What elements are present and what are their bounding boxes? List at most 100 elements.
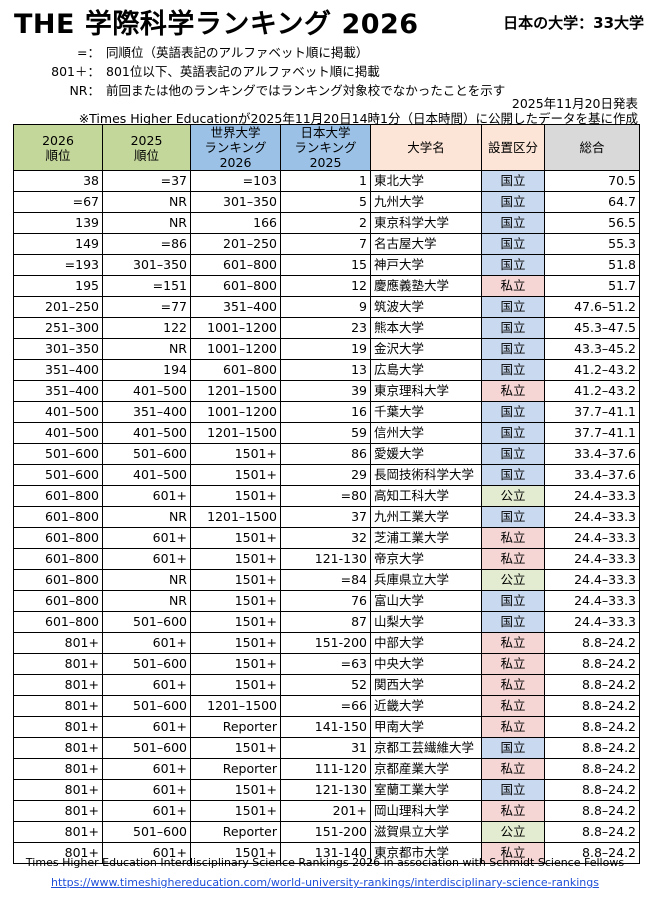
legend-text: 前回または他のランキングではランキング対象校でなかったことを示す: [106, 83, 506, 98]
rank-2026-cell: 149: [13, 233, 103, 255]
category-cell: 国立: [481, 191, 545, 213]
world-ranking-cell: 1501+: [190, 632, 281, 654]
overall-score-cell: 8.8–24.2: [544, 779, 640, 801]
university-name-cell: 高知工科大学: [370, 485, 482, 507]
overall-score-cell: 24.4–33.3: [544, 527, 640, 549]
table-header-row: 2026 順位 2025 順位 世界大学 ランキング2026 日本大学 ランキング202…: [13, 124, 640, 171]
japan-ranking-cell: 13: [280, 359, 371, 381]
rank-2025-cell: 351–400: [102, 401, 191, 423]
rank-2026-cell: 801+: [13, 653, 103, 675]
table-row: 801+ 601+ 1501+ 201+ 岡山理科大学 私立 8.8–24.2: [13, 800, 640, 822]
university-name-cell: 九州工業大学: [370, 506, 482, 528]
overall-score-cell: 37.7–41.1: [544, 422, 640, 444]
university-name-cell: 京都産業大学: [370, 758, 482, 780]
japan-ranking-cell: 29: [280, 464, 371, 486]
university-name-cell: 筑波大学: [370, 296, 482, 318]
table-row: =67 NR 301–350 5 九州大学 国立 64.7: [13, 191, 640, 213]
overall-score-cell: 51.8: [544, 254, 640, 276]
world-ranking-cell: 1501+: [190, 611, 281, 633]
overall-score-cell: 70.5: [544, 170, 640, 192]
university-name-cell: 山梨大学: [370, 611, 482, 633]
legend-item: NR： 前回または他のランキングではランキング対象校でなかったことを示す: [40, 81, 505, 100]
legend-text: 同順位（英語表記のアルファベット順に掲載）: [106, 45, 369, 60]
world-ranking-cell: 1501+: [190, 779, 281, 801]
overall-score-cell: 8.8–24.2: [544, 632, 640, 654]
japan-ranking-cell: 201+: [280, 800, 371, 822]
category-cell: 国立: [481, 359, 545, 381]
header-overall-score: 総合: [544, 124, 640, 171]
table-row: 301–350 NR 1001–1200 19 金沢大学 国立 43.3–45.2: [13, 338, 640, 360]
category-cell: 国立: [481, 590, 545, 612]
table-body: 38 =37 =103 1 東北大学 国立 70.5 =67 NR 301–350 5 九州大学 国立 6…: [13, 170, 640, 864]
university-name-cell: 熊本大学: [370, 317, 482, 339]
rank-2026-cell: 601–800: [13, 506, 103, 528]
world-ranking-cell: 1001–1200: [190, 401, 281, 423]
rank-2026-cell: 401–500: [13, 401, 103, 423]
category-cell: 国立: [481, 506, 545, 528]
world-ranking-cell: Reporter: [190, 716, 281, 738]
rank-2026-cell: 38: [13, 170, 103, 192]
university-name-cell: 兵庫県立大学: [370, 569, 482, 591]
table-row: 801+ 501–600 1501+ =63 中央大学 私立 8.8–24.2: [13, 653, 640, 675]
japan-ranking-cell: 31: [280, 737, 371, 759]
university-name-cell: 長岡技術科学大学: [370, 464, 482, 486]
rank-2026-cell: 601–800: [13, 611, 103, 633]
world-ranking-cell: 1501+: [190, 485, 281, 507]
page-title: THE 学際科学ランキング 2026: [14, 9, 419, 40]
category-cell: 国立: [481, 233, 545, 255]
rank-2026-cell: 251–300: [13, 317, 103, 339]
japan-ranking-cell: =80: [280, 485, 371, 507]
table-row: 401–500 401–500 1201–1500 59 信州大学 国立 37.7–41.1: [13, 422, 640, 444]
table-row: 601–800 NR 1501+ =84 兵庫県立大学 公立 24.4–33.3: [13, 569, 640, 591]
legend-item: =： 同順位（英語表記のアルファベット順に掲載）: [40, 43, 505, 62]
category-cell: 私立: [481, 275, 545, 297]
table-row: 149 =86 201–250 7 名古屋大学 国立 55.3: [13, 233, 640, 255]
japan-ranking-cell: 39: [280, 380, 371, 402]
japan-ranking-cell: 59: [280, 422, 371, 444]
legend-key: =：: [77, 45, 100, 60]
rank-2025-cell: NR: [102, 590, 191, 612]
category-cell: 公立: [481, 485, 545, 507]
overall-score-cell: 8.8–24.2: [544, 800, 640, 822]
publication-date: 2025年11月20日発表: [511, 96, 638, 111]
category-cell: 国立: [481, 296, 545, 318]
university-name-cell: 京都工芸繊維大学: [370, 737, 482, 759]
category-cell: 私立: [481, 527, 545, 549]
world-ranking-cell: Reporter: [190, 758, 281, 780]
japan-ranking-cell: =66: [280, 695, 371, 717]
rank-2025-cell: =151: [102, 275, 191, 297]
source-link[interactable]: https://www.timeshighereducation.com/wor…: [51, 876, 599, 889]
header-category: 設置区分: [481, 124, 545, 171]
table-row: 38 =37 =103 1 東北大学 国立 70.5: [13, 170, 640, 192]
overall-score-cell: 41.2–43.2: [544, 359, 640, 381]
header-rank-2026: 2026 順位: [13, 124, 103, 171]
table-row: 351–400 401–500 1201–1500 39 東京理科大学 私立 41.2–43…: [13, 380, 640, 402]
table-row: 601–800 601+ 1501+ =80 高知工科大学 公立 24.4–33.3: [13, 485, 640, 507]
header-world-ranking: 世界大学 ランキング2026: [190, 124, 281, 171]
table-row: 601–800 NR 1501+ 76 富山大学 国立 24.4–33.3: [13, 590, 640, 612]
world-ranking-cell: 601–800: [190, 254, 281, 276]
world-ranking-cell: 1201–1500: [190, 506, 281, 528]
rank-2025-cell: NR: [102, 191, 191, 213]
table-row: 801+ 601+ 1501+ 151-200 中部大学 私立 8.8–24.2: [13, 632, 640, 654]
category-cell: 国立: [481, 170, 545, 192]
table-row: 801+ 601+ 1501+ 131-140 東京都市大学 私立 8.8–24.2: [13, 842, 640, 864]
world-ranking-cell: 1501+: [190, 800, 281, 822]
japan-ranking-cell: =84: [280, 569, 371, 591]
legend-text: 801位以下、英語表記のアルファベット順に掲載: [106, 64, 380, 79]
university-name-cell: 名古屋大学: [370, 233, 482, 255]
table-row: 801+ 501–600 1201–1500 =66 近畿大学 私立 8.8–24.2: [13, 695, 640, 717]
category-cell: 国立: [481, 443, 545, 465]
rank-2026-cell: 351–400: [13, 359, 103, 381]
table-row: 801+ 601+ Reporter 111-120 京都産業大学 私立 8.8–24.2: [13, 758, 640, 780]
rank-2025-cell: NR: [102, 506, 191, 528]
rank-2026-cell: 801+: [13, 821, 103, 843]
world-ranking-cell: 1501+: [190, 548, 281, 570]
overall-score-cell: 33.4–37.6: [544, 464, 640, 486]
rank-2025-cell: 601+: [102, 485, 191, 507]
japan-ranking-cell: 111-120: [280, 758, 371, 780]
rank-2026-cell: 501–600: [13, 464, 103, 486]
university-name-cell: 関西大学: [370, 674, 482, 696]
rank-2026-cell: 401–500: [13, 422, 103, 444]
header-university-name: 大学名: [370, 124, 482, 171]
